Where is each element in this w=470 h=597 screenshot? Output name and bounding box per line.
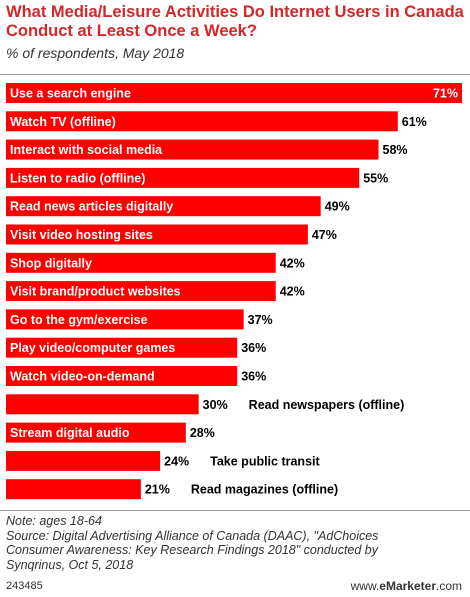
bar-7 xyxy=(6,252,276,273)
note-text: Note: ages 18-64 xyxy=(6,514,102,528)
bar-1 xyxy=(6,83,462,103)
source-line-2: Consumer Awareness: Key Research Finding… xyxy=(6,543,379,557)
chart-title: What Media/Leisure Activities Do Interne… xyxy=(6,3,464,40)
bar-label-2: Watch TV (offline) xyxy=(10,115,116,129)
brand-suffix: .com xyxy=(435,579,462,593)
bar-label-13: Stream digital audio xyxy=(10,426,130,440)
bar-13 xyxy=(6,422,186,443)
bar-label-11: Watch video-on-demand xyxy=(10,370,155,384)
value-label-2: 61% xyxy=(402,115,427,129)
bar-10 xyxy=(6,337,238,358)
bar-label-15: Read magazines (offline) xyxy=(191,483,338,497)
value-label-13: 28% xyxy=(190,426,215,440)
bar-9 xyxy=(6,309,244,330)
bar-4 xyxy=(6,167,360,188)
value-label-11: 36% xyxy=(241,370,266,384)
bar-label-6: Visit video hosting sites xyxy=(10,228,153,242)
bar-label-1: Use a search engine xyxy=(10,87,131,101)
bar-chart: Use a search engine 71% Watch TV (offline)… xyxy=(6,83,462,500)
value-label-15: 21% xyxy=(145,483,170,497)
bar-label-12: Read newspapers (offline) xyxy=(249,398,405,412)
bar-label-7: Shop digitally xyxy=(10,256,92,270)
bar-label-8: Visit brand/product websites xyxy=(10,285,181,299)
bar-label-10: Play video/computer games xyxy=(10,341,175,355)
footnote: Note: ages 18-64 Source: Digital Adverti… xyxy=(6,514,466,572)
value-label-10: 36% xyxy=(241,341,266,355)
bar-label-3: Interact with social media xyxy=(10,143,163,157)
bar-label-14: Take public transit xyxy=(210,454,320,468)
value-label-3: 58% xyxy=(383,143,408,157)
value-label-8: 42% xyxy=(280,285,305,299)
value-label-4: 55% xyxy=(363,171,388,185)
source-line-3: Synqrinus, Oct 5, 2018 xyxy=(6,557,134,572)
bar-label-4: Listen to radio (offline) xyxy=(10,171,145,185)
top-divider xyxy=(0,74,470,75)
value-label-9: 37% xyxy=(248,313,273,327)
bottom-divider xyxy=(0,510,470,511)
brand-name: eMarketer xyxy=(379,579,436,593)
bar-3 xyxy=(6,139,379,160)
value-label-6: 47% xyxy=(312,228,337,242)
bar-11 xyxy=(6,366,238,386)
value-label-5: 49% xyxy=(325,200,350,214)
bar-label-9: Go to the gym/exercise xyxy=(10,313,148,327)
bar-12 xyxy=(6,394,199,415)
value-label-14: 24% xyxy=(164,454,189,468)
bar-15 xyxy=(6,479,141,500)
bar-6 xyxy=(6,224,308,245)
brand-link[interactable]: www.eMarketer.com xyxy=(351,579,462,593)
value-label-1: 71% xyxy=(433,87,458,101)
bar-5 xyxy=(6,196,321,217)
value-label-7: 42% xyxy=(280,256,305,270)
source-line-1: Source: Digital Advertising Alliance of … xyxy=(6,528,379,543)
chart-id: 243485 xyxy=(6,580,43,592)
bar-14 xyxy=(6,450,161,471)
value-label-12: 30% xyxy=(203,398,228,412)
chart-subtitle: % of respondents, May 2018 xyxy=(6,45,185,61)
bar-label-5: Read news articles digitally xyxy=(10,200,173,214)
brand-prefix: www. xyxy=(350,579,380,593)
bar-2 xyxy=(6,111,398,132)
bar-8 xyxy=(6,281,276,302)
